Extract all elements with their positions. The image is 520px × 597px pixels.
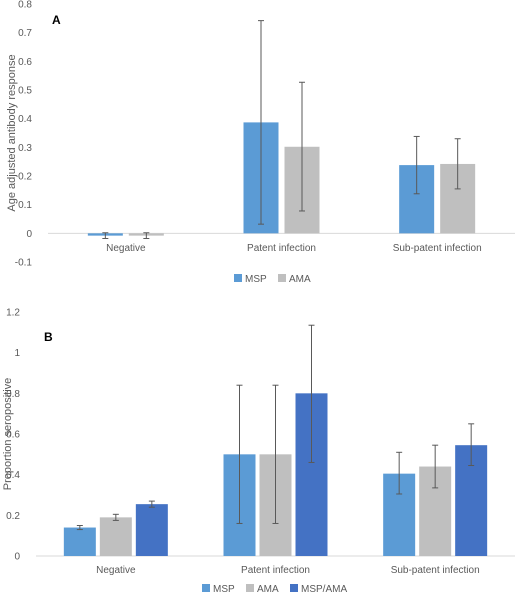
y-tick-label: 0.5 — [18, 86, 32, 97]
legend: MSP AMA — [234, 274, 311, 285]
category-label: Sub-patent infection — [391, 565, 480, 576]
category-label: Patent infection — [241, 565, 310, 576]
legend-label: AMA — [257, 584, 279, 595]
error-bar — [308, 324, 315, 463]
error-bar — [76, 525, 83, 531]
error-bar — [413, 135, 420, 195]
error-bar — [258, 20, 264, 225]
bar-msp-ama-negative — [135, 504, 168, 556]
y-tick-label: 0.4 — [6, 470, 20, 481]
legend-swatch — [234, 274, 242, 282]
panel-label: B — [44, 330, 53, 344]
y-tick-label: 0.8 — [18, 0, 32, 11]
legend-label: MSP/AMA — [301, 584, 347, 595]
category-label: Negative — [106, 243, 146, 254]
legend: MSP AMA MSP/AMA — [202, 584, 347, 595]
y-tick-label: 0.2 — [6, 511, 20, 522]
panel-label: A — [52, 13, 61, 27]
error-bar — [236, 384, 243, 524]
y-axis-title: Age adjusted antibody response — [6, 54, 18, 211]
bar-msp-negative — [63, 527, 96, 556]
y-tick-label: -0.1 — [15, 258, 33, 269]
legend-label: AMA — [289, 274, 311, 285]
y-tick-label: 0.4 — [18, 114, 32, 125]
y-tick-label: 0.3 — [18, 143, 32, 154]
legend-label: MSP — [245, 274, 267, 285]
error-bar — [148, 500, 155, 508]
category-label: Sub-patent infection — [393, 243, 482, 254]
legend-swatch — [202, 584, 210, 592]
error-bar — [396, 451, 403, 495]
y-tick-label: 0.1 — [18, 200, 32, 211]
y-tick-label: 0.8 — [6, 389, 20, 400]
category-label: Patent infection — [247, 243, 316, 254]
bar-ama-negative — [99, 517, 132, 556]
legend-swatch — [246, 584, 254, 592]
y-tick-label: 0.6 — [6, 430, 20, 441]
error-bar — [102, 232, 109, 239]
chart-panel-A: -0.1 0 0.1 0.2 0.3 0.4 0.5 0.6 0.7 0.8 Negative Pat… — [6, 0, 515, 285]
y-tick-label: 0.6 — [18, 57, 32, 68]
y-axis-title: Proportion seropositive — [2, 378, 14, 491]
error-bar — [432, 444, 439, 489]
y-tick-label: 0.2 — [18, 172, 32, 183]
error-bar — [468, 423, 475, 467]
error-bar — [272, 384, 279, 524]
y-tick-label: 0.7 — [18, 28, 32, 39]
error-bar — [299, 81, 305, 212]
legend-label: MSP — [213, 584, 235, 595]
y-tick-label: 1 — [14, 348, 20, 359]
legend-swatch — [278, 274, 286, 282]
error-bar — [454, 138, 461, 190]
error-bar — [112, 513, 119, 521]
chart-panel-B: 0 0.2 0.4 0.6 0.8 1 1.2 Negative Patent infectio… — [2, 308, 515, 595]
error-bar — [143, 232, 150, 239]
y-tick-label: 0 — [14, 552, 20, 563]
category-label: Negative — [96, 565, 136, 576]
legend-swatch — [290, 584, 298, 592]
y-tick-label: 1.2 — [6, 308, 20, 319]
y-tick-label: 0 — [26, 229, 32, 240]
